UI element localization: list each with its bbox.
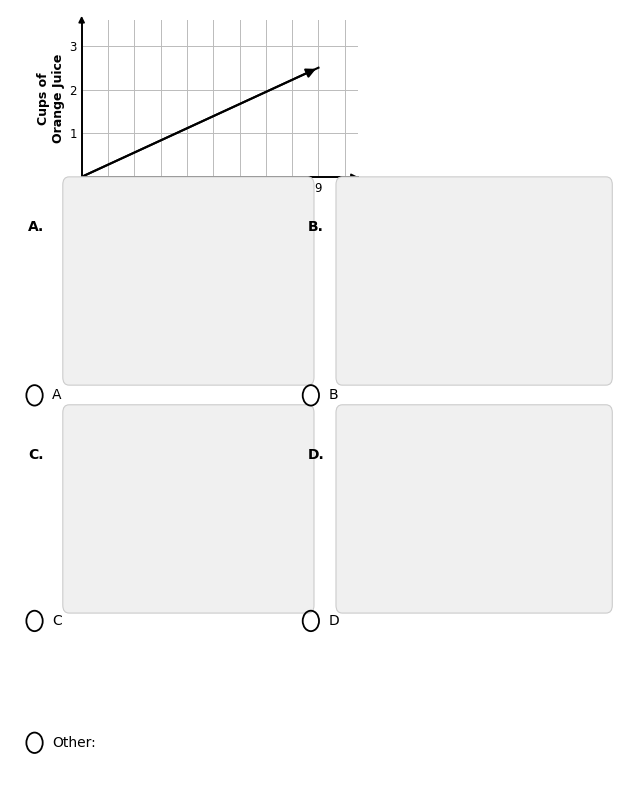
Text: B: B (328, 388, 338, 402)
Text: D: D (328, 614, 339, 628)
Text: D.: D. (308, 448, 325, 462)
Text: C: C (52, 614, 62, 628)
Text: B.: B. (308, 220, 323, 234)
Text: A.: A. (28, 220, 45, 234)
Text: A: A (52, 388, 62, 402)
Text: Other:: Other: (52, 736, 96, 750)
Y-axis label: Cups of
Orange Juice: Cups of Orange Juice (37, 53, 65, 143)
Text: C.: C. (28, 448, 44, 462)
X-axis label: Number of Oranges: Number of Oranges (151, 200, 288, 213)
